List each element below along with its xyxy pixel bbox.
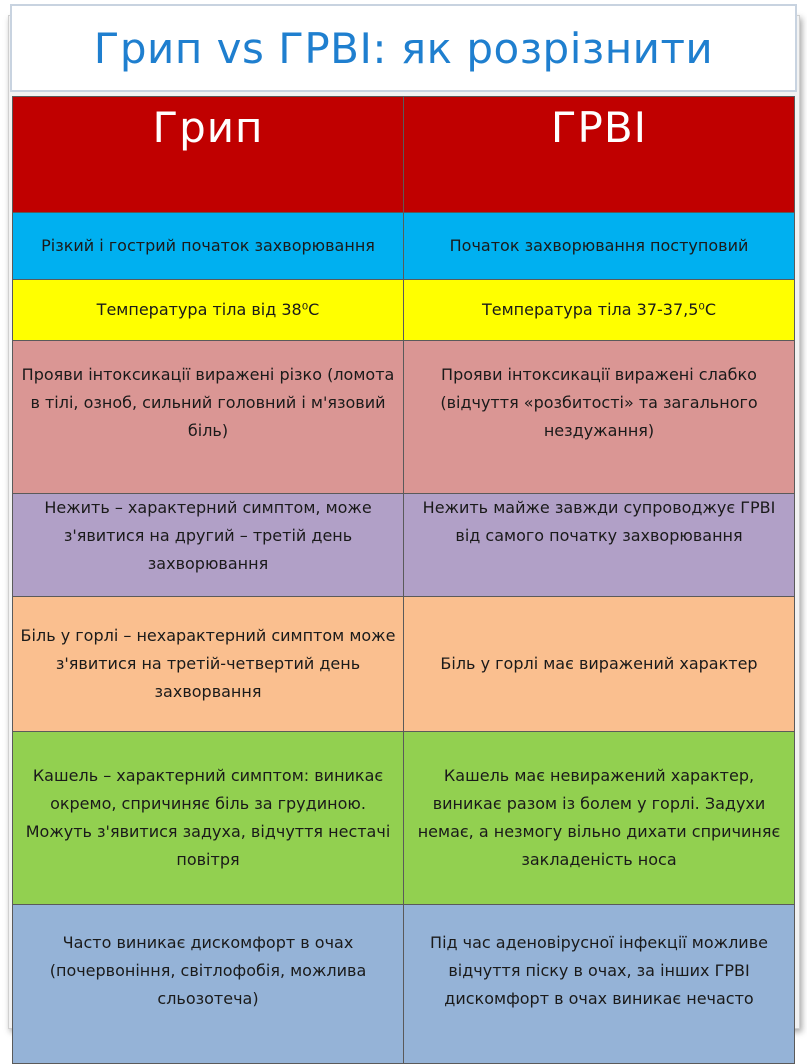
cell-arvi: Прояви інтоксикації виражені слабко (від… [403, 340, 795, 494]
cell-flu: Температура тіла від 38⁰С [12, 279, 404, 341]
header-arvi: ГРВІ [403, 96, 795, 213]
table-header-row: Грип ГРВІ [12, 96, 795, 213]
table-row: Різкий і гострий початок захворювання По… [12, 212, 795, 280]
title-bar: Грип vs ГРВІ: як розрізнити [10, 4, 797, 92]
cell-flu: Біль у горлі – нехарактерний симптом мож… [12, 596, 404, 732]
cell-flu: Часто виникає дискомфорт в очах (почерво… [12, 904, 404, 1064]
table-row: Нежить – характерний симптом, може з'яви… [12, 493, 795, 597]
cell-arvi: Початок захворювання поступовий [403, 212, 795, 280]
table-row: Часто виникає дискомфорт в очах (почерво… [12, 904, 795, 1064]
cell-arvi: Кашель має невиражений характер, виникає… [403, 731, 795, 905]
cell-arvi: Біль у горлі має виражений характер [403, 596, 795, 732]
page-title: Грип vs ГРВІ: як розрізнити [93, 23, 714, 73]
cell-arvi: Під час аденовірусної інфекції можливе в… [403, 904, 795, 1064]
table-row: Температура тіла від 38⁰С Температура ті… [12, 279, 795, 341]
table-row: Біль у горлі – нехарактерний симптом мож… [12, 596, 795, 732]
cell-flu: Прояви інтоксикації виражені різко (ломо… [12, 340, 404, 494]
cell-arvi: Температура тіла 37-37,5⁰С [403, 279, 795, 341]
comparison-table: Грип ГРВІ Різкий і гострий початок захво… [12, 96, 795, 1064]
cell-flu: Кашель – характерний симптом: виникає ок… [12, 731, 404, 905]
cell-flu: Нежить – характерний симптом, може з'яви… [12, 493, 404, 597]
header-flu: Грип [12, 96, 404, 213]
table-row: Прояви інтоксикації виражені різко (ломо… [12, 340, 795, 494]
cell-flu: Різкий і гострий початок захворювання [12, 212, 404, 280]
cell-arvi: Нежить майже завжди супроводжує ГРВІ від… [403, 493, 795, 597]
table-row: Кашель – характерний симптом: виникає ок… [12, 731, 795, 905]
